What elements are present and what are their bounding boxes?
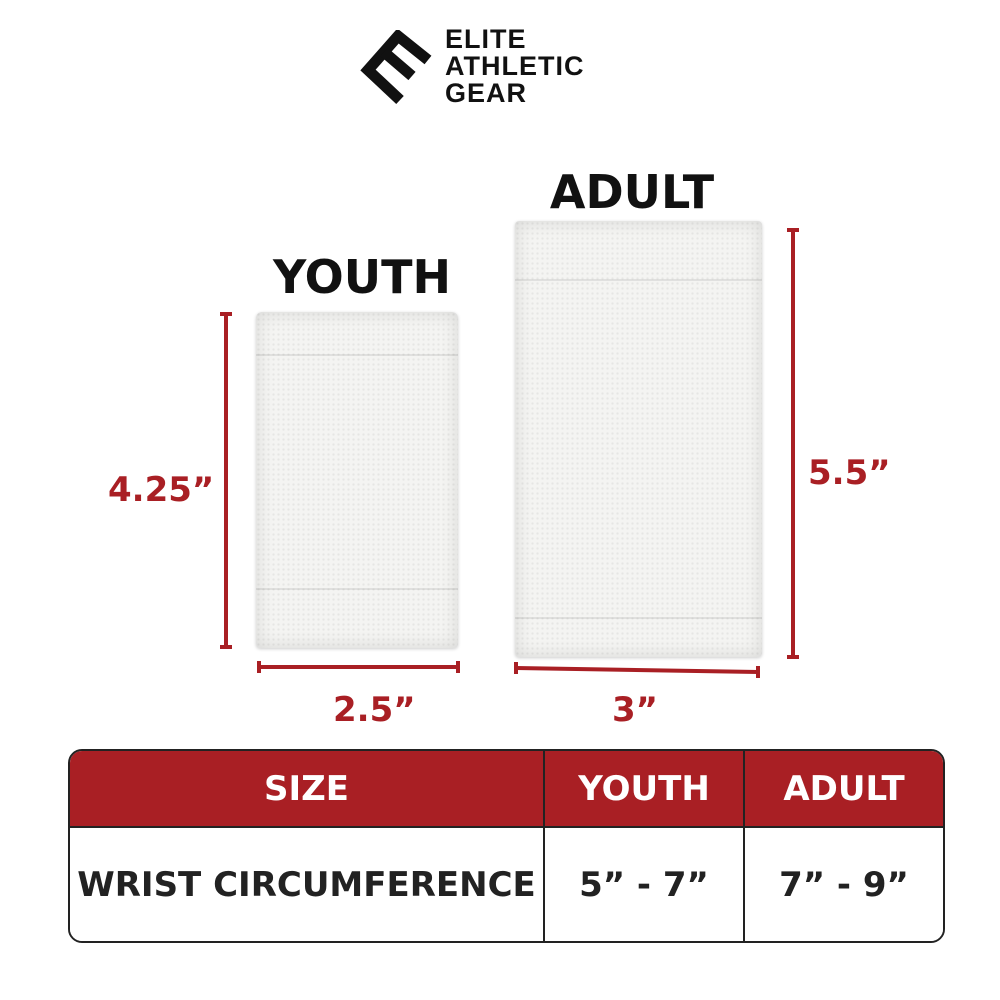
header-size: SIZE: [70, 751, 545, 826]
youth-height-label: 4.25”: [108, 470, 215, 510]
youth-width-label: 2.5”: [333, 690, 416, 730]
header-youth: YOUTH: [545, 751, 745, 826]
elite-athletic-gear-logo-icon: [360, 30, 432, 104]
header-adult: ADULT: [783, 768, 905, 809]
table-header-row: SIZE YOUTH ADULT: [70, 751, 943, 828]
logo-text: ELITE ATHLETIC GEAR: [445, 26, 584, 107]
row-label: WRIST CIRCUMFERENCE: [70, 828, 545, 941]
youth-title: YOUTH: [272, 250, 452, 304]
table-row: WRIST CIRCUMFERENCE 5” - 7” 7” - 9”: [70, 828, 943, 941]
adult-width-label: 3”: [612, 690, 659, 730]
adult-sleeve-image: [515, 221, 762, 657]
adult-height-label: 5.5”: [808, 453, 891, 493]
logo-line-3: GEAR: [445, 78, 528, 108]
adult-value: 7” - 9”: [779, 864, 909, 905]
dimension-lines: [220, 228, 799, 678]
adult-width-line: [515, 666, 759, 674]
logo-line-1: ELITE: [445, 24, 527, 54]
adult-title: ADULT: [549, 165, 715, 219]
youth-value: 5” - 7”: [545, 828, 745, 941]
youth-sleeve-image: [256, 312, 458, 648]
logo-line-2: ATHLETIC: [445, 51, 585, 81]
size-table: SIZE YOUTH ADULT WRIST CIRCUMFERENCE 5” …: [68, 749, 945, 943]
